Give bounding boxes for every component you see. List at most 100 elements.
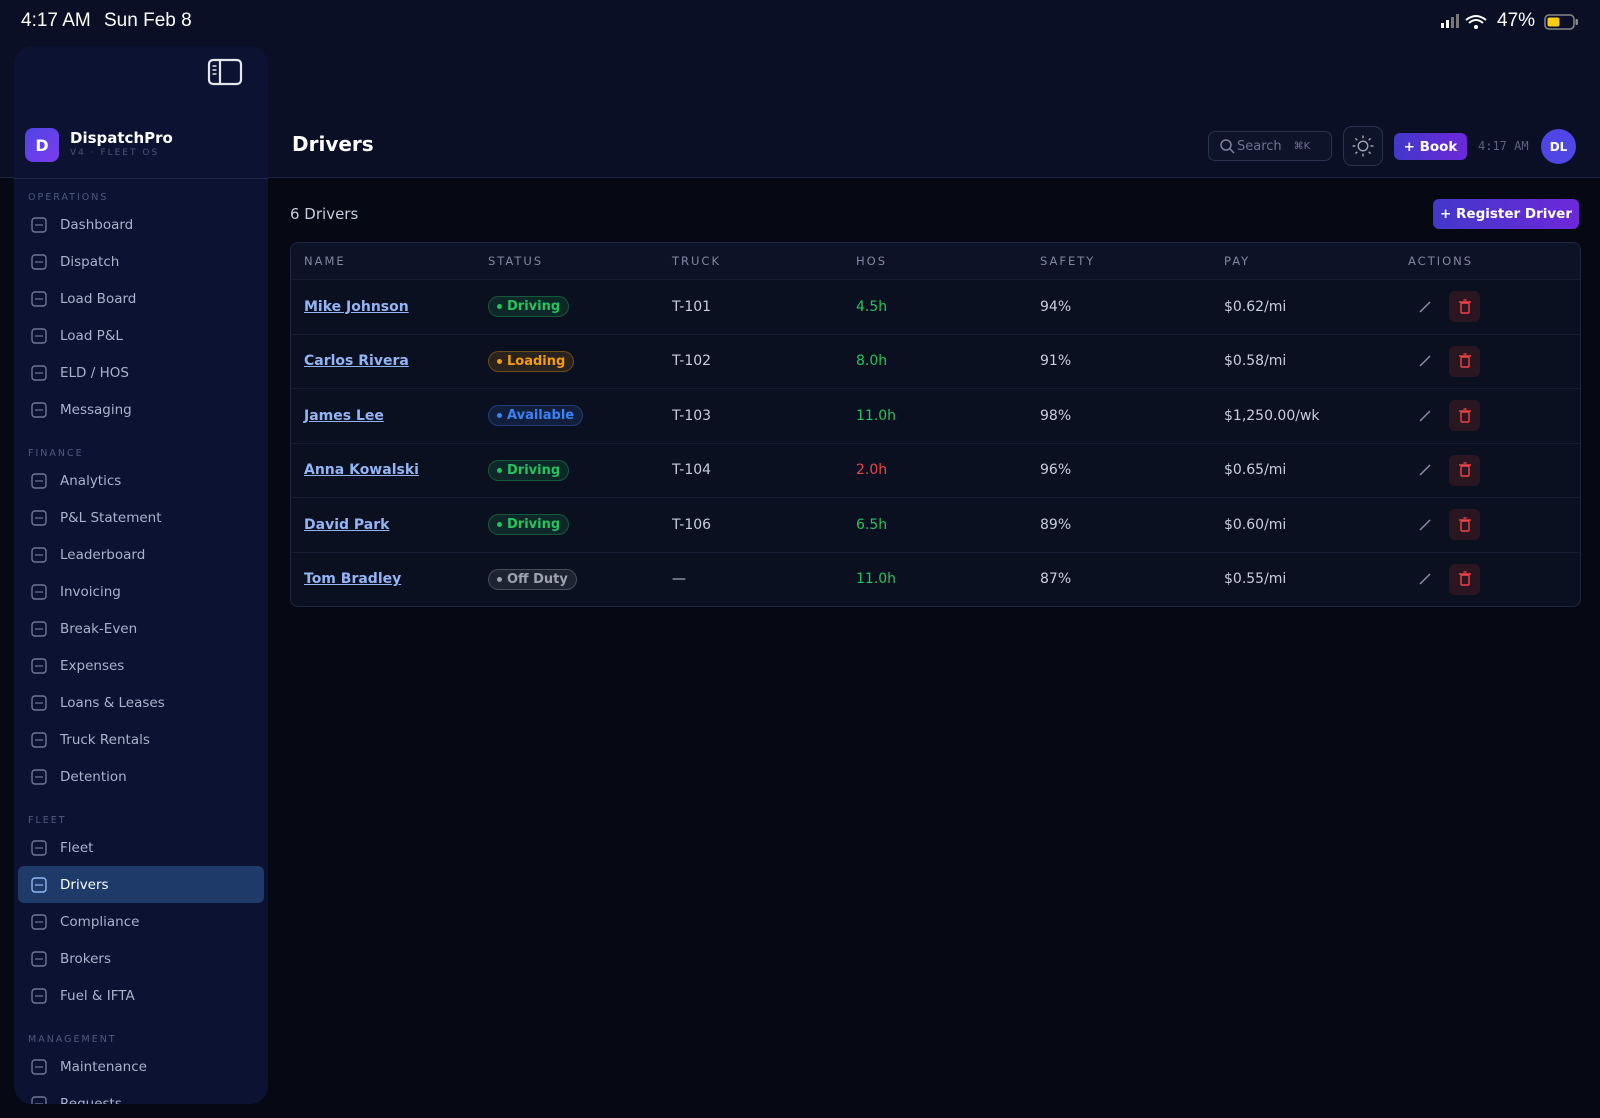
user-avatar[interactable]: DL xyxy=(1541,129,1576,164)
status-label: Available xyxy=(507,408,575,424)
name-cell: James Lee xyxy=(291,408,475,424)
nav-icon xyxy=(31,509,47,526)
nav-item[interactable]: Dispatch xyxy=(18,243,264,280)
delete-button[interactable] xyxy=(1449,291,1480,323)
nav-item[interactable]: Dashboard xyxy=(18,206,264,243)
nav-icon xyxy=(31,253,47,270)
nav-label: Invoicing xyxy=(60,583,121,600)
trash-icon xyxy=(1458,462,1471,477)
edit-button[interactable] xyxy=(1410,564,1440,594)
driver-name-link[interactable]: Carlos Rivera xyxy=(304,353,409,370)
edit-button[interactable] xyxy=(1410,510,1440,540)
name-cell: Tom Bradley xyxy=(291,571,475,587)
edit-icon xyxy=(1419,573,1431,585)
driver-name-link[interactable]: David Park xyxy=(304,516,390,533)
nav-item[interactable]: Load Board xyxy=(18,280,264,317)
edit-button[interactable] xyxy=(1410,455,1440,485)
nav-item[interactable]: Drivers xyxy=(18,866,264,903)
hos-cell: 8.0h xyxy=(856,353,888,370)
nav-item[interactable]: Invoicing xyxy=(18,573,264,610)
delete-button[interactable] xyxy=(1449,345,1480,377)
nav-item[interactable]: Load P&L xyxy=(18,317,264,354)
status-cell: Driving xyxy=(475,459,659,481)
status-cell: Driving xyxy=(475,514,659,536)
nav-item[interactable]: Maintenance xyxy=(18,1048,264,1085)
nav-item[interactable]: Brokers xyxy=(18,940,264,977)
sidebar-toggle[interactable] xyxy=(207,58,243,86)
nav-item[interactable]: Loans & Leases xyxy=(18,684,264,721)
status-badge: Driving xyxy=(488,514,570,536)
nav-icon xyxy=(31,913,47,930)
nav-icon xyxy=(31,216,47,233)
safety-cell: 94% xyxy=(1040,298,1072,315)
nav-item[interactable]: Analytics xyxy=(18,462,264,499)
nav-item[interactable]: ELD / HOS xyxy=(18,354,264,391)
safety-cell: 96% xyxy=(1040,462,1072,479)
nav-icon xyxy=(31,657,47,674)
nav-item[interactable]: Compliance xyxy=(18,903,264,940)
column-header: ACTIONS xyxy=(1408,254,1474,268)
battery-icon xyxy=(1544,14,1578,30)
section-gap xyxy=(14,428,268,440)
trash-icon xyxy=(1458,353,1471,368)
nav-item[interactable]: Leaderboard xyxy=(18,536,264,573)
nav-icon xyxy=(31,876,47,893)
nav-item[interactable]: Break-Even xyxy=(18,610,264,647)
driver-name-link[interactable]: Tom Bradley xyxy=(304,571,402,588)
nav-section-title: FLEET xyxy=(28,815,67,826)
driver-count: 6 Drivers xyxy=(290,205,359,223)
nav-item[interactable]: Requests xyxy=(18,1085,264,1104)
nav-item[interactable]: Fleet xyxy=(18,829,264,866)
delete-button[interactable] xyxy=(1449,563,1480,595)
status-date: Sun Feb 8 xyxy=(104,10,192,31)
status-label: Loading xyxy=(507,353,566,369)
column-header: NAME xyxy=(304,254,346,268)
delete-button[interactable] xyxy=(1449,454,1480,486)
pay-cell: $0.65/mi xyxy=(1224,462,1287,479)
nav-label: Analytics xyxy=(60,472,122,489)
search-box[interactable]: Search ⌘K xyxy=(1208,131,1332,161)
column-header: HOS xyxy=(856,254,887,268)
driver-name-link[interactable]: James Lee xyxy=(304,407,384,424)
truck-cell: T-104 xyxy=(672,462,712,479)
driver-name-link[interactable]: Anna Kowalski xyxy=(304,462,419,479)
nav-item[interactable]: Fuel & IFTA xyxy=(18,977,264,1014)
hos-cell: 2.0h xyxy=(856,462,888,479)
actions-cell xyxy=(1395,400,1579,432)
nav-item[interactable]: Truck Rentals xyxy=(18,721,264,758)
hos-cell: 11.0h xyxy=(856,571,897,588)
status-label: Driving xyxy=(507,462,561,478)
status-cell: Off Duty xyxy=(475,568,659,590)
nav-label: Fleet xyxy=(60,839,94,856)
edit-icon xyxy=(1419,301,1431,313)
status-dot xyxy=(497,358,502,364)
edit-button[interactable] xyxy=(1410,401,1440,431)
register-driver-button[interactable]: + Register Driver xyxy=(1433,199,1579,229)
delete-button[interactable] xyxy=(1449,400,1480,432)
edit-button[interactable] xyxy=(1410,292,1440,322)
nav-item[interactable]: Expenses xyxy=(18,647,264,684)
nav-icon xyxy=(31,364,47,381)
edit-button[interactable] xyxy=(1410,346,1440,376)
nav-label: Loans & Leases xyxy=(60,694,165,711)
driver-name-link[interactable]: Mike Johnson xyxy=(304,298,409,315)
truck-cell: T-102 xyxy=(672,353,712,370)
book-button[interactable]: + Book xyxy=(1394,133,1467,160)
table-row: David Park Driving T-106 6.5h 89% $0.60/mi xyxy=(291,497,1580,552)
nav-section-title: OPERATIONS xyxy=(28,192,109,203)
nav-item[interactable]: Messaging xyxy=(18,391,264,428)
theme-toggle[interactable] xyxy=(1343,126,1383,166)
nav-item[interactable]: Detention xyxy=(18,758,264,795)
brand-logo: D xyxy=(25,128,59,162)
brand-version: V4 · FLEET OS xyxy=(70,148,160,158)
delete-button[interactable] xyxy=(1449,509,1480,541)
table-row: Anna Kowalski Driving T-104 2.0h 96% $0.65/mi xyxy=(291,442,1580,498)
nav-icon xyxy=(31,327,47,344)
nav-item[interactable]: P&L Statement xyxy=(18,499,264,536)
nav-section-title: FINANCE xyxy=(28,448,84,459)
pay-cell: $0.60/mi xyxy=(1224,516,1287,533)
nav-label: Load Board xyxy=(60,290,137,307)
pay-cell: $0.55/mi xyxy=(1224,571,1287,588)
nav-icon xyxy=(31,290,47,307)
status-dot xyxy=(497,304,502,310)
